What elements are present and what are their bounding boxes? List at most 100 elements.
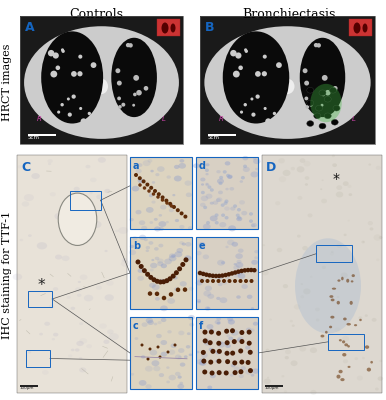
Ellipse shape [176,288,180,292]
Ellipse shape [210,374,216,378]
Ellipse shape [171,24,176,32]
Ellipse shape [79,322,83,325]
Ellipse shape [370,361,373,364]
Ellipse shape [164,258,172,264]
Ellipse shape [202,338,210,344]
Ellipse shape [218,190,223,194]
Ellipse shape [315,105,322,111]
Ellipse shape [159,356,161,358]
Ellipse shape [303,68,308,73]
Ellipse shape [118,227,128,234]
Ellipse shape [310,84,342,122]
Ellipse shape [147,159,152,162]
Ellipse shape [205,306,210,311]
Ellipse shape [196,359,203,364]
Ellipse shape [174,287,179,291]
Ellipse shape [339,370,343,373]
Ellipse shape [128,43,133,48]
Ellipse shape [241,284,248,289]
Ellipse shape [88,112,91,115]
Ellipse shape [28,234,32,237]
Ellipse shape [223,273,228,277]
Bar [265,385,283,386]
Text: Bronchiectasis: Bronchiectasis [242,8,336,21]
Ellipse shape [337,280,340,282]
Ellipse shape [137,269,143,273]
Ellipse shape [239,374,244,378]
Ellipse shape [336,192,343,198]
Ellipse shape [170,204,173,208]
Ellipse shape [149,186,153,190]
Ellipse shape [52,52,59,59]
Ellipse shape [174,270,179,275]
Ellipse shape [187,332,191,335]
Ellipse shape [149,348,151,350]
Ellipse shape [20,239,23,241]
Ellipse shape [178,384,184,389]
Ellipse shape [44,322,50,326]
Ellipse shape [251,307,254,310]
Ellipse shape [251,223,257,227]
Ellipse shape [138,176,142,180]
Ellipse shape [143,186,146,190]
Ellipse shape [208,329,214,334]
Ellipse shape [305,183,308,186]
Ellipse shape [154,226,161,232]
Ellipse shape [234,273,240,278]
Ellipse shape [374,234,381,241]
Ellipse shape [236,270,243,274]
Ellipse shape [247,341,252,346]
Ellipse shape [215,320,220,324]
Ellipse shape [161,198,164,202]
Ellipse shape [250,328,255,332]
Ellipse shape [158,244,163,248]
Ellipse shape [132,104,135,107]
Ellipse shape [48,163,51,165]
Ellipse shape [130,373,134,376]
Ellipse shape [139,380,146,386]
Ellipse shape [217,322,220,325]
Bar [130,157,192,229]
Ellipse shape [188,315,195,320]
Ellipse shape [77,71,83,76]
Ellipse shape [130,245,134,248]
Ellipse shape [174,165,179,169]
Ellipse shape [347,323,351,326]
Ellipse shape [159,214,162,217]
Ellipse shape [201,350,206,355]
Ellipse shape [220,273,225,278]
Ellipse shape [301,283,303,285]
Text: R: R [218,116,223,122]
Ellipse shape [378,376,383,381]
Ellipse shape [215,221,219,224]
Ellipse shape [147,189,151,193]
Ellipse shape [169,208,174,212]
Ellipse shape [139,264,144,269]
Ellipse shape [203,330,207,335]
Ellipse shape [79,107,82,110]
Ellipse shape [177,266,182,271]
Ellipse shape [209,348,213,351]
Ellipse shape [237,273,240,276]
Ellipse shape [174,251,182,257]
Ellipse shape [186,345,190,348]
Ellipse shape [150,170,154,172]
Ellipse shape [156,195,160,199]
Ellipse shape [146,250,149,252]
Ellipse shape [47,159,53,163]
Ellipse shape [216,331,221,336]
Ellipse shape [242,268,247,273]
Ellipse shape [171,344,177,348]
Ellipse shape [236,295,241,299]
Ellipse shape [299,346,306,352]
Ellipse shape [154,218,158,221]
Ellipse shape [168,350,175,355]
Ellipse shape [146,384,152,389]
Ellipse shape [109,333,119,340]
Ellipse shape [176,208,180,212]
Ellipse shape [197,301,201,303]
Ellipse shape [91,62,96,68]
Ellipse shape [146,318,153,323]
Ellipse shape [224,206,230,211]
Ellipse shape [265,118,271,124]
